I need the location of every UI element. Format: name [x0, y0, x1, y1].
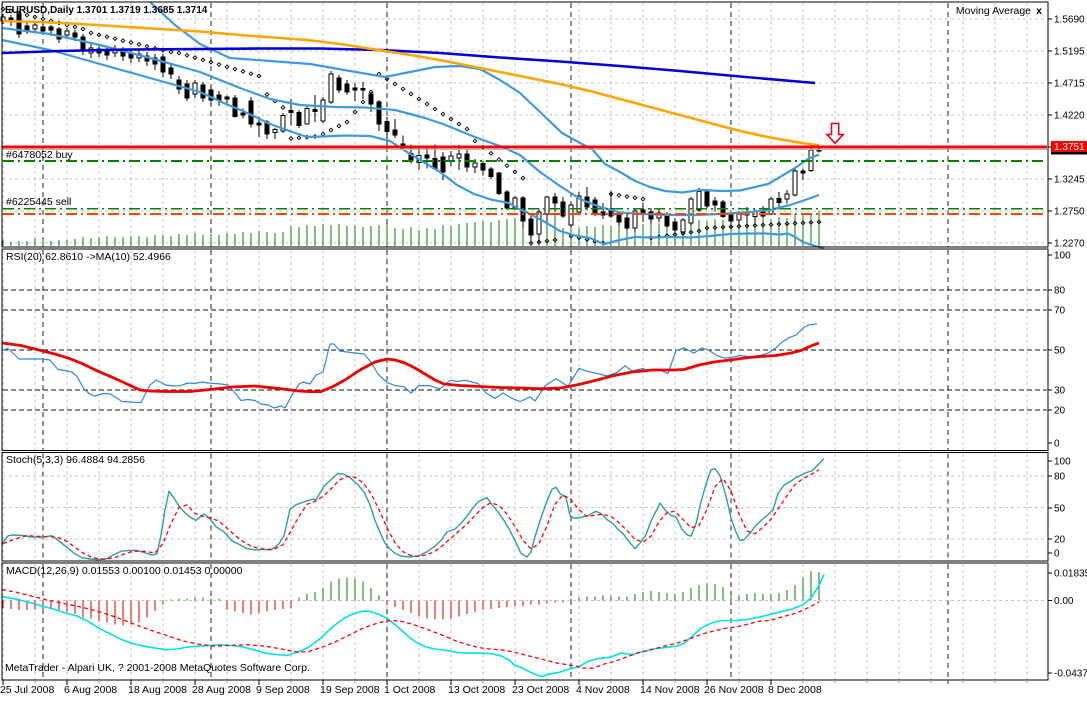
- svg-text:80: 80: [1054, 472, 1066, 483]
- svg-text:0.00: 0.00: [1054, 596, 1074, 607]
- svg-text:14 Nov 2008: 14 Nov 2008: [640, 684, 700, 696]
- svg-text:9 Sep 2008: 9 Sep 2008: [256, 684, 310, 696]
- svg-text:1.4715: 1.4715: [1054, 79, 1085, 90]
- svg-text:1.3245: 1.3245: [1054, 175, 1085, 186]
- svg-text:6 Aug 2008: 6 Aug 2008: [64, 684, 117, 696]
- svg-text:1.3751: 1.3751: [1054, 142, 1085, 153]
- svg-text:4 Nov 2008: 4 Nov 2008: [576, 684, 630, 696]
- svg-text:18 Aug 2008: 18 Aug 2008: [128, 684, 187, 696]
- svg-text:0.01835: 0.01835: [1054, 569, 1087, 580]
- svg-text:1 Oct 2008: 1 Oct 2008: [384, 684, 436, 696]
- svg-text:30: 30: [1054, 386, 1066, 397]
- svg-text:100: 100: [1054, 251, 1071, 262]
- svg-text:80: 80: [1054, 286, 1066, 297]
- svg-text:Moving Average: Moving Average: [956, 5, 1031, 17]
- svg-text:Stoch(5,3,3) 96.4884 94.2856: Stoch(5,3,3) 96.4884 94.2856: [6, 454, 145, 466]
- svg-text:#6478052 buy: #6478052 buy: [6, 149, 73, 161]
- svg-text:8 Dec 2008: 8 Dec 2008: [768, 684, 822, 696]
- svg-text:50: 50: [1054, 346, 1066, 357]
- svg-text:0: 0: [1054, 549, 1060, 560]
- svg-text:RSI(20) 62.8610 ->MA(10) 52.4: RSI(20) 62.8610 ->MA(10) 52.4966: [6, 251, 171, 263]
- svg-text:x: x: [1036, 5, 1042, 17]
- svg-text:19 Sep 2008: 19 Sep 2008: [320, 684, 380, 696]
- svg-text:100: 100: [1054, 457, 1071, 468]
- svg-text:20: 20: [1054, 406, 1066, 417]
- svg-text:28 Aug 2008: 28 Aug 2008: [192, 684, 251, 696]
- svg-text:25 Jul 2008: 25 Jul 2008: [0, 684, 54, 696]
- svg-text:23 Oct 2008: 23 Oct 2008: [512, 684, 569, 696]
- svg-text:1.5690: 1.5690: [1054, 15, 1085, 26]
- svg-text:1.5195: 1.5195: [1054, 47, 1085, 58]
- svg-text:1.4220: 1.4220: [1054, 111, 1085, 122]
- svg-text:26 Nov 2008: 26 Nov 2008: [704, 684, 764, 696]
- svg-text:20: 20: [1054, 535, 1066, 546]
- svg-text:EURUSD,Daily 1.3701 1.3719 1.: EURUSD,Daily 1.3701 1.3719 1.3685 1.3714: [5, 5, 208, 16]
- svg-text:50: 50: [1054, 504, 1066, 515]
- svg-text:13 Oct 2008: 13 Oct 2008: [448, 684, 505, 696]
- svg-text:1.2750: 1.2750: [1054, 207, 1085, 218]
- svg-text:1.2270: 1.2270: [1054, 239, 1085, 250]
- svg-text:0: 0: [1054, 439, 1060, 450]
- svg-text:-0.04376: -0.04376: [1054, 669, 1087, 680]
- svg-text:MACD(12,26,9) 0.01553 0.00100: MACD(12,26,9) 0.01553 0.00100 0.01453 0.…: [6, 565, 243, 577]
- svg-text:70: 70: [1054, 306, 1066, 317]
- svg-text:#6225445 sell: #6225445 sell: [6, 196, 71, 208]
- svg-text:MetaTrader - Alpari UK, ? 2001: MetaTrader - Alpari UK, ? 2001-2008 Meta…: [5, 662, 310, 674]
